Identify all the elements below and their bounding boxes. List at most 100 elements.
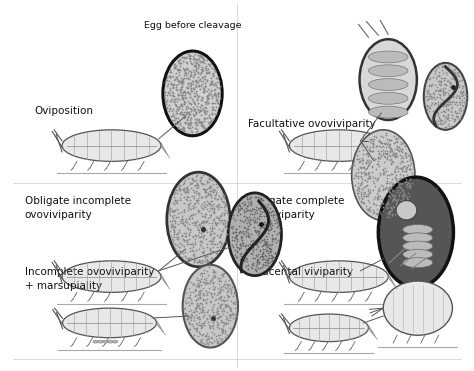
Point bbox=[189, 78, 196, 84]
Point bbox=[181, 298, 189, 304]
Point bbox=[171, 208, 178, 214]
Point bbox=[241, 217, 248, 223]
Point bbox=[254, 265, 262, 270]
Point bbox=[218, 284, 225, 290]
Point bbox=[193, 304, 201, 310]
Point bbox=[194, 197, 201, 203]
Point bbox=[199, 304, 206, 310]
Point bbox=[220, 193, 228, 198]
Point bbox=[388, 198, 395, 204]
Point bbox=[191, 108, 199, 114]
Point bbox=[183, 224, 191, 230]
Point bbox=[190, 325, 198, 331]
Point bbox=[204, 95, 211, 101]
Point bbox=[176, 69, 183, 75]
Point bbox=[259, 260, 266, 266]
Point bbox=[199, 218, 207, 224]
Point bbox=[183, 184, 191, 190]
Point bbox=[194, 120, 202, 126]
Point bbox=[193, 198, 201, 204]
Point bbox=[379, 135, 386, 141]
Point bbox=[391, 192, 399, 198]
Point bbox=[217, 231, 225, 237]
Point bbox=[216, 83, 224, 89]
Point bbox=[198, 97, 206, 103]
Point bbox=[440, 81, 448, 87]
Point bbox=[452, 73, 460, 79]
Point bbox=[179, 233, 186, 239]
Point bbox=[264, 226, 272, 232]
Point bbox=[203, 336, 211, 342]
Point bbox=[196, 119, 204, 125]
Point bbox=[187, 71, 194, 77]
Point bbox=[212, 336, 219, 342]
Point bbox=[180, 237, 188, 243]
Point bbox=[237, 229, 245, 235]
Point bbox=[193, 122, 201, 128]
Point bbox=[262, 242, 270, 247]
Point bbox=[196, 302, 203, 308]
Point bbox=[211, 284, 219, 290]
Point bbox=[218, 336, 226, 342]
Point bbox=[387, 161, 394, 167]
Point bbox=[163, 105, 171, 111]
Point bbox=[369, 140, 376, 146]
Point bbox=[200, 86, 208, 92]
Point bbox=[375, 138, 383, 144]
Point bbox=[380, 168, 388, 174]
Point bbox=[189, 281, 196, 287]
Point bbox=[440, 62, 448, 68]
Point bbox=[231, 312, 239, 318]
Point bbox=[162, 78, 170, 83]
Point bbox=[205, 238, 213, 244]
Point bbox=[178, 109, 185, 115]
Point bbox=[195, 77, 203, 83]
Point bbox=[203, 69, 211, 75]
Point bbox=[219, 228, 226, 234]
Point bbox=[353, 156, 361, 162]
Point bbox=[241, 201, 249, 207]
Point bbox=[184, 52, 192, 58]
Point bbox=[266, 217, 273, 223]
Point bbox=[212, 92, 220, 98]
Point bbox=[207, 298, 215, 304]
Point bbox=[255, 270, 263, 276]
Point bbox=[211, 90, 219, 96]
Point bbox=[168, 222, 175, 228]
Point bbox=[176, 186, 183, 191]
Point bbox=[192, 122, 200, 128]
Point bbox=[244, 196, 251, 202]
Point bbox=[198, 119, 206, 125]
Point bbox=[250, 214, 258, 220]
Point bbox=[184, 81, 192, 87]
Point bbox=[270, 228, 278, 234]
Point bbox=[199, 219, 206, 225]
Point bbox=[423, 97, 431, 103]
Point bbox=[184, 121, 192, 127]
Point bbox=[225, 304, 232, 310]
Point bbox=[254, 253, 261, 259]
Point bbox=[362, 144, 369, 150]
Point bbox=[206, 188, 214, 194]
Point bbox=[189, 187, 197, 193]
Point bbox=[210, 181, 217, 187]
Point bbox=[446, 79, 454, 85]
Ellipse shape bbox=[62, 130, 161, 161]
Point bbox=[389, 203, 397, 209]
Point bbox=[175, 227, 182, 233]
Point bbox=[204, 115, 211, 121]
Point bbox=[375, 137, 383, 143]
Point bbox=[396, 144, 403, 150]
Point bbox=[227, 312, 235, 318]
Point bbox=[244, 203, 252, 209]
Point bbox=[169, 73, 176, 79]
Point bbox=[199, 229, 207, 235]
Point bbox=[201, 108, 209, 114]
Point bbox=[442, 82, 450, 88]
Point bbox=[403, 166, 410, 172]
Point bbox=[234, 207, 242, 213]
Point bbox=[191, 251, 198, 257]
Point bbox=[204, 292, 211, 298]
Point bbox=[462, 91, 469, 97]
Point bbox=[209, 279, 217, 285]
